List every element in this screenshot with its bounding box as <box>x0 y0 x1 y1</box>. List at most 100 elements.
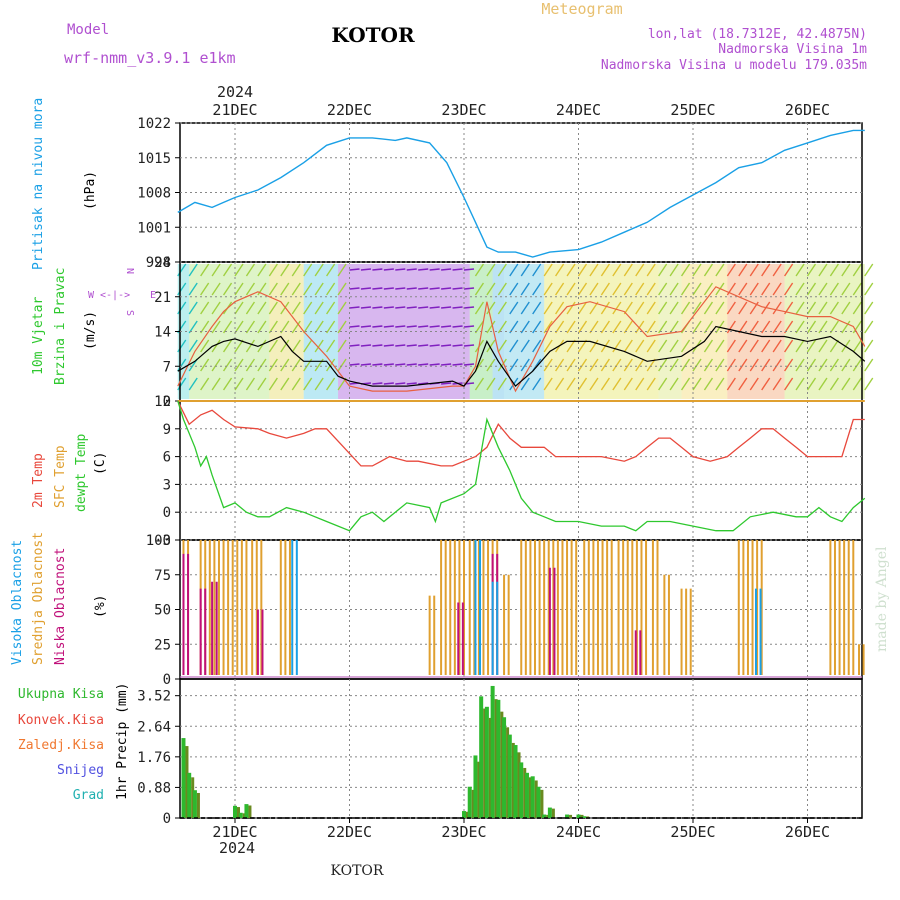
wind-barb <box>726 320 736 334</box>
wind-barb <box>303 263 313 277</box>
wind-barb <box>715 301 725 315</box>
pressure-line <box>177 129 865 258</box>
wind-barb <box>211 301 221 315</box>
wind-barb <box>188 282 198 296</box>
svg-text:<-|->: <-|-> <box>100 290 130 301</box>
wind-barb <box>623 263 633 277</box>
wind-barb <box>784 377 794 391</box>
y-tick-label: 1001 <box>137 220 171 236</box>
wind-barb <box>497 339 507 353</box>
year-top: 2024 <box>217 83 253 101</box>
wind-barb <box>418 268 429 271</box>
precip-bar <box>507 734 512 818</box>
y-tick-label: -3 <box>154 533 171 549</box>
wind-barb <box>326 339 336 353</box>
wind-barb <box>441 382 452 385</box>
wind-barb <box>726 301 736 315</box>
wind-barb <box>658 320 668 334</box>
y-tick-label: 50 <box>154 603 171 619</box>
wind-barb <box>177 339 187 353</box>
wind-barb <box>646 282 656 296</box>
elevation-label: Nadmorska Visina 1m <box>718 42 867 57</box>
wind-barb <box>566 320 576 334</box>
pressure-unit: (hPa) <box>83 171 98 210</box>
precip-bar-shadow <box>242 813 246 818</box>
wind-barb <box>429 344 440 347</box>
wind-barb <box>555 377 565 391</box>
sfc-label: SFC Temp <box>53 445 68 508</box>
wind-barb <box>234 263 244 277</box>
wind-barb <box>395 268 406 271</box>
wind-barb <box>429 287 440 290</box>
wind-barb <box>520 282 530 296</box>
wind-band-0 <box>177 264 190 399</box>
wind-barb <box>441 363 452 366</box>
wind-barb <box>852 320 862 334</box>
precip-bar <box>519 762 524 818</box>
wind-barb <box>509 263 519 277</box>
wind-barb <box>452 306 463 309</box>
wind-barb <box>829 339 839 353</box>
wind-barb <box>784 282 794 296</box>
wind-barb <box>418 363 429 366</box>
precip-bar <box>467 786 472 818</box>
wind-barb <box>486 263 496 277</box>
wind-barb <box>829 377 839 391</box>
wind-barb <box>222 282 233 296</box>
wind-barb <box>589 282 599 296</box>
wind-barb <box>829 301 839 315</box>
wind-barb <box>864 377 874 391</box>
wind-barb <box>222 358 233 372</box>
wind-barb <box>314 282 324 296</box>
wind-barb <box>383 306 394 309</box>
wind-barb <box>497 358 507 372</box>
wind-barb <box>738 263 748 277</box>
wind-barb <box>326 320 336 334</box>
wind-barb <box>222 320 233 334</box>
wind-barb <box>784 263 794 277</box>
wind-barb <box>806 263 817 277</box>
wind-barb <box>806 358 817 372</box>
wind-barb <box>268 339 278 353</box>
wind-barb <box>474 301 485 315</box>
y-tick-label: 6 <box>163 450 171 466</box>
wind-barb <box>749 282 759 296</box>
wind-barb <box>486 358 496 372</box>
wind-barb <box>291 377 301 391</box>
wind-barb <box>635 339 645 353</box>
wind-barb <box>474 282 485 296</box>
wind-barb <box>864 358 874 372</box>
wind-barb <box>372 363 383 366</box>
precip-bar <box>547 807 552 818</box>
wind-barb <box>818 301 828 315</box>
wind-barb <box>589 339 599 353</box>
wind-barb <box>360 268 372 271</box>
wind-barb <box>806 339 817 353</box>
wind-barb <box>864 263 874 277</box>
wind-barb <box>555 263 565 277</box>
wind-barb <box>543 301 553 315</box>
wind-barb <box>360 287 372 290</box>
x-tick-label-bottom: 21DEC <box>212 823 257 841</box>
precip-bar-shadow <box>500 711 504 818</box>
wind-barb <box>818 339 828 353</box>
svg-text:E: E <box>150 290 156 301</box>
wind-barb <box>303 339 313 353</box>
wind-barb <box>612 358 622 372</box>
wind-barb <box>543 358 553 372</box>
model-label: Model <box>67 22 109 38</box>
temp-unit: (C) <box>93 452 108 475</box>
wind-barb <box>772 358 782 372</box>
wind-barb <box>337 358 347 372</box>
wind-barb <box>532 377 542 391</box>
wind-barb <box>395 344 406 347</box>
x-tick-label-bottom: 23DEC <box>441 823 486 841</box>
x-tick-label-top: 23DEC <box>441 101 486 119</box>
wind-barb <box>692 377 702 391</box>
wind-barb <box>566 282 576 296</box>
svg-text:W: W <box>88 290 95 301</box>
precip-bar-shadow <box>523 767 527 818</box>
wind-barb <box>692 358 702 372</box>
wind-barb <box>566 263 576 277</box>
pressure-label: Pritisak na nivou mora <box>31 98 46 270</box>
